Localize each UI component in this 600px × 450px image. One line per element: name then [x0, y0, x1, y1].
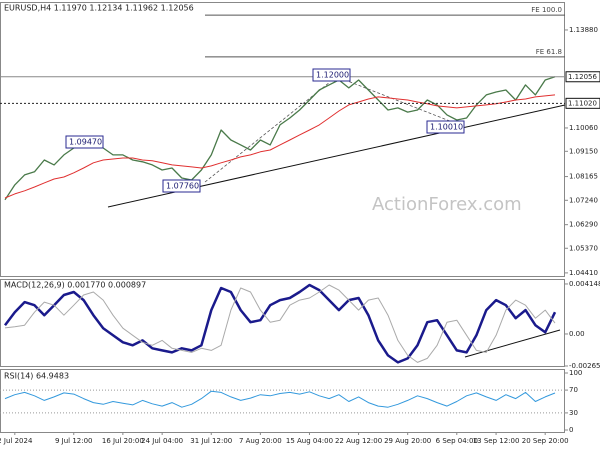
x-tick-label: 31 Jul 12:00 [190, 437, 232, 445]
projection-line [204, 81, 331, 183]
price-box [565, 97, 600, 109]
y-tick-label: 0.004148 [569, 280, 600, 288]
annotation: 1.07760 [166, 182, 199, 191]
rsi-panel [0, 369, 565, 433]
y-tick-label: 1.13880 [569, 26, 598, 34]
fe-label: FE 100.0 [531, 6, 562, 14]
price-box [565, 71, 600, 83]
annotation-box [426, 120, 465, 134]
x-tick-label: 22 Aug 12:00 [335, 437, 382, 445]
y-tick-label: 1.08165 [569, 173, 598, 181]
macd-title: MACD(12,26,9) 0.001770 0.000897 [4, 281, 146, 290]
x-tick-label: 2 Jul 2024 [0, 437, 33, 445]
x-tick-label: 9 Jul 12:00 [55, 437, 93, 445]
annotation: 1.09470 [69, 138, 102, 147]
x-tick-label: 6 Sep 04:00 [436, 437, 478, 445]
y-tick-label: 30 [569, 409, 578, 417]
x-tick-label: 24 Jul 04:00 [141, 437, 183, 445]
x-tick-label: 13 Sep 12:00 [473, 437, 520, 445]
current-price-label: 1.12056 [568, 73, 597, 81]
y-tick-label: -0.002656 [569, 362, 600, 370]
y-tick-label: 70 [569, 386, 578, 394]
series-line [4, 390, 556, 408]
watermark: ActionForex.com [372, 194, 522, 215]
y-tick-label: 1.04410 [569, 269, 598, 277]
macd-trend-line [464, 329, 561, 358]
series-line [4, 94, 556, 199]
x-tick-label: 15 Aug 04:00 [286, 437, 333, 445]
price-title: EURUSD,H4 1.11970 1.12134 1.11962 1.1205… [4, 4, 194, 13]
support-label: 1.11020 [568, 99, 597, 107]
series-line [4, 283, 557, 364]
annotation-box [65, 135, 104, 149]
macd-panel [0, 279, 565, 367]
x-tick-label: 20 Sep 20:00 [522, 437, 569, 445]
x-tick-label: 7 Aug 20:00 [239, 437, 282, 445]
x-tick-label: 29 Aug 20:00 [384, 437, 431, 445]
y-tick-label: 0.00 [569, 330, 585, 338]
y-tick-label: 1.07240 [569, 196, 598, 204]
annotation-box [162, 179, 201, 193]
series-line [4, 284, 556, 363]
y-tick-label: 0 [569, 426, 573, 434]
y-tick-label: 1.09150 [569, 147, 598, 155]
rsi-title: RSI(14) 64.9483 [4, 372, 69, 381]
y-tick-label: 1.10060 [569, 124, 598, 132]
annotation: 1.12000 [316, 71, 349, 80]
fe-label: FE 61.8 [536, 48, 562, 56]
y-tick-label: 100 [569, 369, 582, 377]
y-tick-label: 1.05370 [569, 244, 598, 252]
y-tick-label: 1.06290 [569, 221, 598, 229]
annotation: 1.10010 [430, 123, 463, 132]
x-tick-label: 16 Jul 20:00 [102, 437, 144, 445]
annotation-box [312, 68, 351, 82]
price-panel [0, 2, 565, 277]
projection-line [339, 77, 461, 126]
